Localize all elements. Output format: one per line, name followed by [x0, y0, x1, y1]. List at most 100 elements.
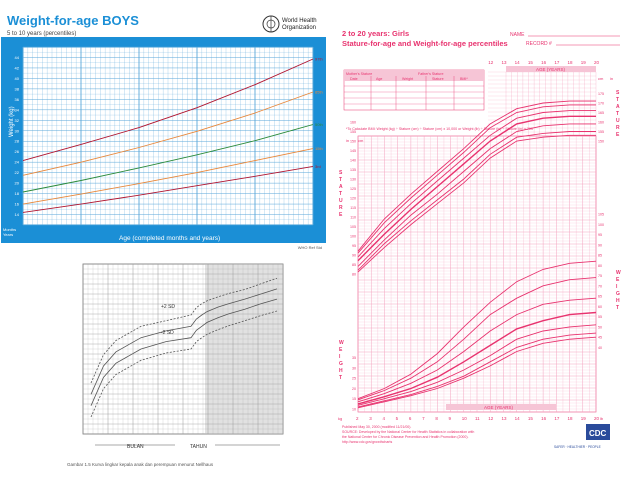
who-y-tick: 18: [15, 191, 20, 196]
cdc-unit-in-left: in: [346, 138, 349, 143]
cdc-right-cm-tick: 165: [598, 111, 604, 115]
cdc-side-letter: T: [616, 305, 619, 311]
cdc-top-age-tick: 13: [501, 60, 507, 65]
cdc-weight-line: [357, 324, 597, 406]
cdc-left-cm-tick: 130: [350, 178, 356, 182]
who-series-label: 85th: [315, 90, 323, 95]
cdc-side-letter: T: [339, 375, 342, 381]
who-x-axis-label: Age (completed months and years): [119, 235, 220, 242]
cdc-side-letter: A: [616, 104, 620, 110]
cdc-side-letter: H: [616, 298, 620, 304]
kms-series-line: [90, 288, 278, 395]
cdc-right-scale: 150 155 160 165 170 175 40 45 50 55 60 65 70 75 80 85 90…: [598, 92, 604, 350]
kms-grid: [82, 263, 284, 435]
who-footer-ref: WHO Ref Std: [297, 245, 322, 250]
who-series-label: 50th: [315, 122, 323, 127]
cdc-title-1: 2 to 20 years: Girls: [342, 29, 409, 38]
cdc-left-cm-tick: 155: [350, 130, 356, 134]
cdc-side-letter: W: [339, 340, 344, 346]
cdc-top-age-tick: 19: [581, 60, 587, 65]
cdc-left-cm-tick: 160: [350, 121, 356, 125]
cdc-bottom-age-tick: 5: [396, 416, 399, 421]
cdc-weight-line: [357, 332, 597, 408]
cdc-father-stature: Father's Stature: [418, 72, 443, 76]
who-title: Weight-for-age BOYS: [7, 13, 139, 28]
cdc-bottom-age-tick: 18: [568, 416, 574, 421]
who-y-tick: 36: [15, 97, 20, 102]
cdc-col-age: Age: [376, 77, 382, 81]
cdc-bottom-age-tick: 8: [435, 416, 438, 421]
cdc-side-letter: U: [339, 198, 343, 204]
cdc-left-kg-tick: 35: [352, 356, 356, 360]
cdc-left-cm-tick: 100: [350, 235, 356, 239]
who-series-line: [22, 58, 314, 162]
cdc-age-header-top: AGE (YEARS): [536, 67, 566, 72]
cdc-unit-lb: lb: [600, 416, 604, 421]
cdc-side-letter: E: [616, 277, 620, 283]
cdc-right-kg-tick: 60: [598, 305, 602, 309]
cdc-left-cm-tick: 115: [350, 206, 356, 210]
cdc-right-kg-tick: 55: [598, 315, 602, 319]
cdc-left-cm-tick: 125: [350, 187, 356, 191]
who-grid: [22, 46, 314, 226]
cdc-right-cm-tick: 155: [598, 130, 604, 134]
who-series-label: 97th: [315, 57, 323, 62]
cdc-left-cm-tick: 90: [352, 254, 356, 258]
cdc-left-kg-tick: 15: [352, 397, 356, 401]
cdc-side-letter: E: [339, 347, 343, 353]
cdc-bottom-age-tick: 19: [581, 416, 587, 421]
cdc-bottom-age-tick: 6: [409, 416, 412, 421]
cdc-left-cm-tick: 140: [350, 159, 356, 163]
cdc-stature-line: [357, 100, 596, 252]
who-series: 97th 85th 50th 15th 3rd: [22, 57, 323, 213]
cdc-right-kg-tick: 100: [598, 223, 604, 227]
cdc-bottom-age-tick: 4: [382, 416, 385, 421]
who-y-tick: 20: [15, 181, 20, 186]
cdc-bottom-age-tick: 14: [515, 416, 521, 421]
cdc-left-cm-tick: 150: [350, 140, 356, 144]
who-y-tick: 44: [15, 55, 20, 60]
cdc-mother-stature: Mother's Stature: [346, 72, 372, 76]
cdc-record-label: RECORD #: [526, 41, 552, 47]
cdc-side-letter: A: [339, 184, 343, 190]
cdc-side-letter: S: [616, 90, 620, 96]
cdc-bottom-age-tick: 16: [541, 416, 547, 421]
cdc-left-cm-tick: 145: [350, 149, 356, 153]
who-logo: World Health Organization: [262, 15, 317, 33]
cdc-right-kg-tick: 105: [598, 213, 604, 217]
cdc-unit-in-top: in: [610, 76, 613, 81]
kms-curve-label-minus2: -2 SD: [161, 330, 174, 336]
cdc-bottom-age-tick: 11: [475, 416, 480, 421]
cdc-side-letter: R: [616, 125, 620, 131]
cdc-left-kg-tick: 20: [352, 387, 356, 391]
cdc-stature-line: [357, 134, 596, 273]
cdc-top-age-ticks: 12 13 14 15 16 17 18 19 20: [488, 60, 599, 65]
cdc-left-cm-tick: 80: [352, 273, 356, 277]
who-y-tick: 28: [15, 139, 20, 144]
cdc-right-kg-tick: 50: [598, 325, 602, 329]
cdc-side-letter: U: [616, 118, 620, 124]
who-series-label: 15th: [315, 146, 323, 151]
cdc-right-kg-tick: 65: [598, 295, 602, 299]
who-org-name-2: Organization: [282, 25, 316, 31]
cdc-side-letter: T: [339, 191, 342, 197]
cdc-left-cm-tick: 110: [350, 216, 356, 220]
cdc-top-age-tick: 17: [554, 60, 560, 65]
cdc-logo: CDC SAFER · HEALTHIER · PEOPLE: [554, 424, 610, 449]
kms-chart-svg: +2 SD -2 SD BULAN TAHUN Gambar 1.5 Kurva…: [65, 258, 286, 473]
who-y-tick: 40: [15, 76, 20, 81]
cdc-left-cm-tick: 85: [352, 263, 356, 267]
cdc-stature-line: [357, 115, 596, 262]
who-series-line: [22, 91, 314, 176]
cdc-girls-growth-chart: 2 to 20 years: Girls Stature-for-age and…: [336, 24, 622, 454]
cdc-side-letter: T: [616, 111, 619, 117]
cdc-col-date: Date: [350, 77, 358, 81]
who-y-tick: 42: [15, 65, 20, 70]
who-series-line: [22, 165, 314, 213]
who-org-name-1: World Health: [282, 18, 317, 24]
cdc-side-letter: E: [616, 132, 620, 138]
who-y-tick: 34: [15, 107, 20, 112]
kms-series: [90, 277, 278, 418]
